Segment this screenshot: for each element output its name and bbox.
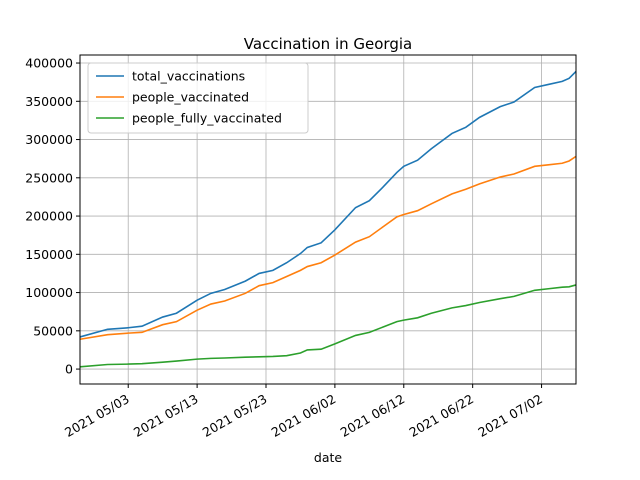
chart-title: Vaccination in Georgia bbox=[244, 35, 412, 53]
line bbox=[79, 284, 577, 368]
legend-box bbox=[87, 62, 309, 134]
y-tick-label: 300000 bbox=[25, 132, 73, 147]
y-tick-label: 100000 bbox=[25, 285, 73, 300]
y-tick-label: 50000 bbox=[33, 323, 73, 338]
y-tick-label: 200000 bbox=[25, 209, 73, 224]
y-tick-label: 350000 bbox=[25, 94, 73, 109]
y-tick-label: 250000 bbox=[25, 170, 73, 185]
legend-label: total_vaccinations bbox=[132, 69, 245, 84]
line bbox=[79, 70, 577, 338]
y-tick-label: 400000 bbox=[25, 56, 73, 71]
line bbox=[79, 155, 577, 341]
plot-frame bbox=[79, 54, 577, 385]
y-tick-label: 150000 bbox=[25, 247, 73, 262]
x-axis-label: date bbox=[314, 450, 342, 465]
legend-label: people_fully_vaccinated bbox=[132, 111, 282, 126]
legend: total_vaccinations people_vaccinatedpeopl… bbox=[87, 62, 309, 134]
legend-label: people_vaccinated bbox=[132, 90, 249, 105]
y-tick-label: 0 bbox=[65, 362, 73, 377]
